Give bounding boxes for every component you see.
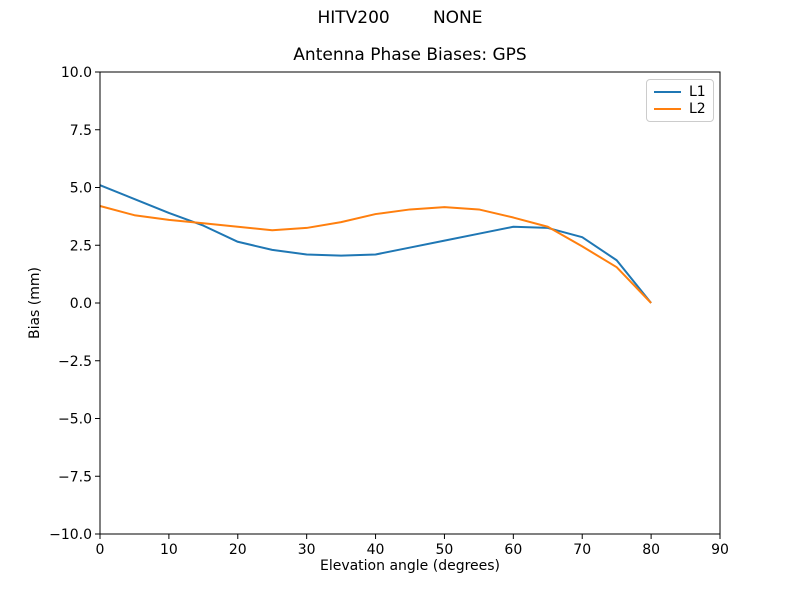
x-tick-label: 50	[436, 542, 454, 558]
figure-suptitle: HITV200 NONE	[317, 8, 483, 28]
x-axis-label: Elevation angle (degrees)	[319, 558, 501, 574]
x-tick-label: 90	[711, 542, 729, 558]
x-tick-label: 10	[160, 542, 178, 558]
y-tick-label: 5.0	[70, 181, 92, 197]
y-tick-label: −2.5	[58, 354, 92, 370]
legend-label-l1: L1	[689, 83, 706, 100]
y-tick-label: −10.0	[49, 527, 92, 543]
x-tick-label: 40	[367, 542, 385, 558]
x-tick-label: 60	[504, 542, 522, 558]
l1-series-line	[99, 184, 652, 304]
y-tick-label: 7.5	[70, 123, 92, 139]
x-tick-label: 80	[642, 542, 660, 558]
x-tick-label: 30	[298, 542, 316, 558]
x-tick-label: 70	[573, 542, 591, 558]
legend-label-l2: L2	[689, 101, 706, 118]
legend-item-l2: L2	[654, 102, 706, 116]
y-tick-label: −5.0	[58, 412, 92, 428]
y-axis-label: Bias (mm)	[27, 266, 43, 340]
legend-item-l1: L1	[654, 85, 706, 99]
y-tick-label: 2.5	[70, 238, 92, 254]
x-tick-label: 20	[229, 542, 247, 558]
legend: L1 L2	[646, 79, 714, 122]
y-tick-label: −7.5	[58, 469, 92, 485]
y-tick-label: 10.0	[61, 65, 92, 81]
l2-line-swatch	[654, 108, 681, 111]
axes-frame	[99, 71, 721, 535]
chart-title: Antenna Phase Biases: GPS	[293, 45, 527, 65]
l1-line-swatch	[654, 90, 681, 93]
l2-series-line	[99, 205, 652, 304]
y-tick-label: 0.0	[70, 296, 92, 312]
x-tick-label: 0	[96, 542, 105, 558]
